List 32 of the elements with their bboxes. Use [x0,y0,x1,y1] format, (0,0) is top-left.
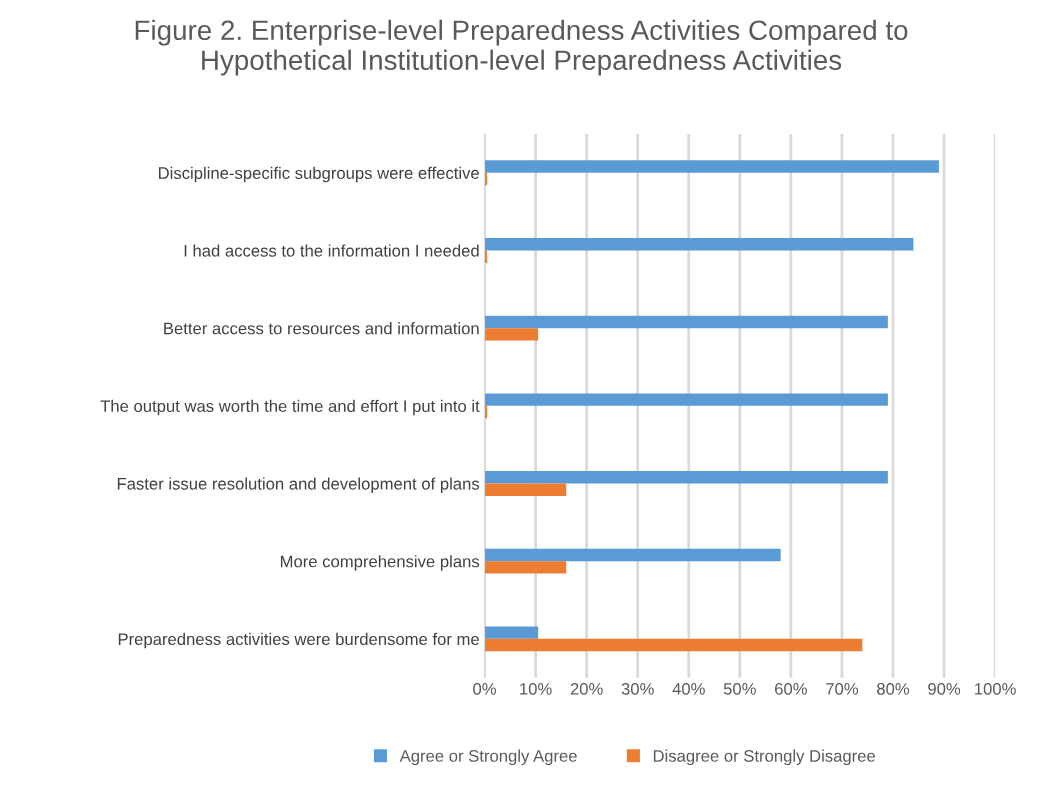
x-tick-label: 70% [826,682,859,695]
y-tick-label: The output was worth the time and effort I put into it [100,399,480,416]
x-tick-label: 50% [723,682,756,695]
bar [484,393,888,406]
x-tick-label: 100% [975,682,1016,695]
x-tick-label: 80% [877,682,910,695]
chart-title: Figure 2. Enterprise-level Preparedness Activities Compared to Hypothetical Institution-level Preparedness Activities [135,19,908,76]
y-tick-label: Preparedness activities were burdensome for me [118,632,479,649]
bar [484,315,888,329]
bar [484,328,539,341]
bar [484,561,567,574]
x-tick-label: 20% [570,682,603,695]
legend-label: Agree or Strongly Agree [399,749,577,766]
bar [484,548,781,562]
x-tick-label: 0% [473,682,496,695]
bar [484,160,939,173]
x-tick-label: 10% [520,682,552,695]
y-tick-label: More comprehensive plans [280,555,480,571]
x-tick-label: 90% [928,682,961,695]
x-tick-label: 30% [621,682,654,695]
y-tick-label: Discipline-specific subgroups were effective [158,166,479,183]
y-tick-label: Faster issue resolution and development of plans [117,477,480,493]
x-tick-label: 60% [775,682,807,695]
x-tick-label: 40% [672,682,705,695]
bar [484,471,888,484]
legend-label: Disagree or Strongly Disagree [653,749,876,766]
y-tick-label: Better access to resources and information [164,322,479,335]
y-tick-label: I had access to the information I needed [184,244,479,257]
bar [484,238,914,251]
bar [484,638,863,652]
bar [484,626,539,639]
bar [484,483,567,496]
